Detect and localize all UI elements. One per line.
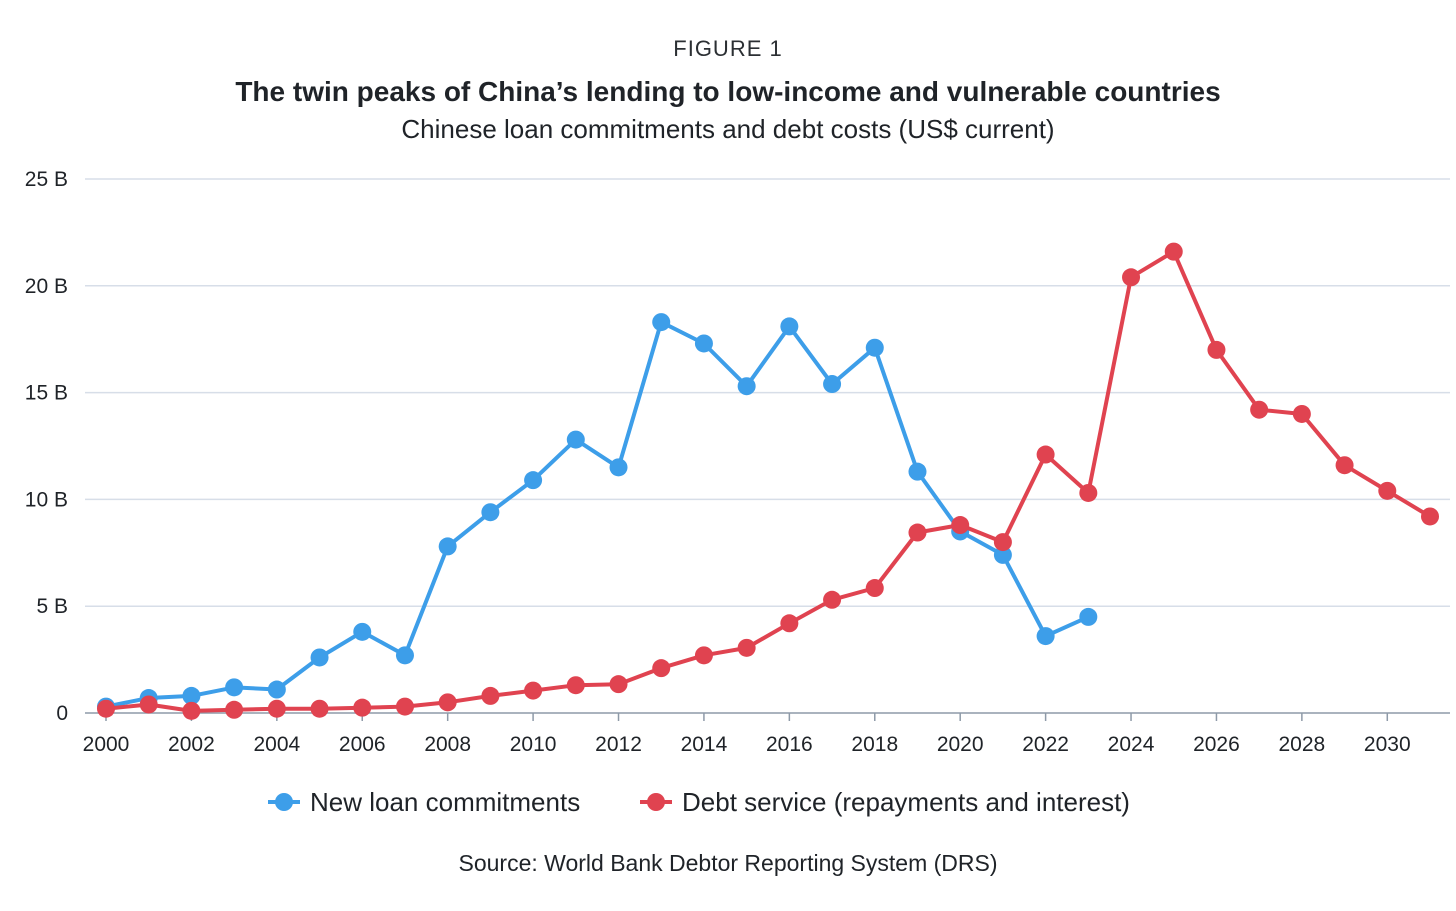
- legend-label: New loan commitments: [310, 787, 580, 817]
- data-point[interactable]: [524, 471, 543, 490]
- data-point[interactable]: [1036, 445, 1055, 464]
- data-point[interactable]: [566, 430, 585, 449]
- data-point[interactable]: [993, 533, 1012, 552]
- x-tick-label: 2004: [253, 733, 300, 756]
- data-point[interactable]: [566, 676, 585, 695]
- data-point[interactable]: [1421, 507, 1439, 526]
- data-point[interactable]: [481, 686, 500, 705]
- series-debt-service: [97, 242, 1439, 720]
- data-point[interactable]: [353, 698, 372, 717]
- data-point[interactable]: [694, 334, 713, 353]
- data-point[interactable]: [139, 695, 158, 714]
- x-axis: 2000 2002 2004 2006 2008 2010 2012 2014 2016 2018…: [83, 712, 1450, 756]
- y-tick-label: 25 B: [25, 168, 68, 191]
- data-point[interactable]: [310, 699, 329, 718]
- x-tick-label: 2022: [1022, 733, 1069, 756]
- y-tick-label: 5 B: [36, 595, 68, 618]
- data-point[interactable]: [1292, 404, 1311, 423]
- figure-label: FIGURE 1: [673, 36, 783, 61]
- legend: New loan commitments Debt service (repaym…: [268, 787, 1130, 817]
- data-point[interactable]: [1250, 400, 1269, 419]
- data-point[interactable]: [780, 317, 799, 336]
- data-point[interactable]: [97, 699, 115, 718]
- y-tick-label: 0: [56, 702, 68, 725]
- x-tick-label: 2026: [1193, 733, 1240, 756]
- data-point[interactable]: [1164, 242, 1183, 261]
- series-line: [105, 320, 1090, 709]
- data-point[interactable]: [1335, 456, 1354, 475]
- x-tick-label: 2010: [510, 733, 557, 756]
- data-point[interactable]: [481, 503, 500, 522]
- data-point[interactable]: [1122, 268, 1141, 287]
- legend-marker: [275, 793, 293, 811]
- legend-marker: [647, 793, 665, 811]
- x-tick-label: 2016: [766, 733, 813, 756]
- x-tick-label: 2024: [1108, 733, 1155, 756]
- data-point[interactable]: [1207, 340, 1226, 359]
- data-point[interactable]: [225, 700, 244, 719]
- data-point[interactable]: [395, 646, 414, 665]
- data-point[interactable]: [780, 614, 799, 633]
- data-point[interactable]: [737, 377, 756, 396]
- legend-label: Debt service (repayments and interest): [682, 787, 1130, 817]
- data-point[interactable]: [1079, 483, 1098, 502]
- data-point[interactable]: [908, 462, 927, 481]
- chart-subtitle: Chinese loan commitments and debt costs …: [401, 114, 1055, 144]
- data-point[interactable]: [438, 537, 457, 556]
- y-axis: 0 5 B 10 B 15 B 20 B 25 B: [25, 168, 68, 725]
- data-point[interactable]: [951, 516, 970, 535]
- data-point[interactable]: [1079, 607, 1098, 626]
- data-point[interactable]: [225, 678, 244, 697]
- chart-title: The twin peaks of China’s lending to low…: [235, 76, 1221, 107]
- chart-source: Source: World Bank Debtor Reporting Syst…: [458, 850, 998, 876]
- y-tick-label: 20 B: [25, 275, 68, 298]
- x-tick-label: 2012: [595, 733, 642, 756]
- x-tick-label: 2018: [851, 733, 898, 756]
- data-point[interactable]: [395, 697, 414, 716]
- data-point[interactable]: [908, 523, 927, 542]
- data-point[interactable]: [267, 680, 286, 699]
- x-tick-label: 2014: [681, 733, 728, 756]
- data-point[interactable]: [823, 590, 842, 609]
- data-point[interactable]: [438, 693, 457, 712]
- x-tick-label: 2030: [1364, 733, 1411, 756]
- grid-lines: [85, 178, 1450, 607]
- data-point[interactable]: [353, 622, 372, 641]
- series-layer: [97, 242, 1439, 720]
- x-tick-label: 2020: [937, 733, 984, 756]
- y-tick-label: 10 B: [25, 488, 68, 511]
- data-point[interactable]: [182, 701, 201, 720]
- data-point[interactable]: [993, 545, 1012, 564]
- legend-item: New loan commitments: [268, 787, 580, 817]
- series-new-loan-commitments: [97, 313, 1098, 716]
- data-point[interactable]: [524, 681, 543, 700]
- x-tick-label: 2000: [83, 733, 130, 756]
- data-point[interactable]: [652, 659, 671, 678]
- x-tick-label: 2006: [339, 733, 386, 756]
- data-point[interactable]: [865, 338, 884, 357]
- legend-item: Debt service (repayments and interest): [640, 787, 1130, 817]
- x-tick-label: 2008: [424, 733, 471, 756]
- x-tick-label: 2028: [1279, 733, 1326, 756]
- data-point[interactable]: [609, 675, 628, 694]
- data-point[interactable]: [1378, 481, 1397, 500]
- data-point[interactable]: [310, 648, 329, 667]
- data-point[interactable]: [694, 646, 713, 665]
- data-point[interactable]: [823, 375, 842, 394]
- y-tick-label: 15 B: [25, 382, 68, 405]
- series-line: [105, 249, 1432, 713]
- data-point[interactable]: [865, 579, 884, 598]
- data-point[interactable]: [182, 686, 201, 705]
- data-point[interactable]: [1036, 627, 1055, 646]
- data-point[interactable]: [652, 313, 671, 332]
- x-tick-label: 2002: [168, 733, 215, 756]
- data-point[interactable]: [267, 699, 286, 718]
- data-point[interactable]: [737, 638, 756, 657]
- data-point[interactable]: [609, 458, 628, 477]
